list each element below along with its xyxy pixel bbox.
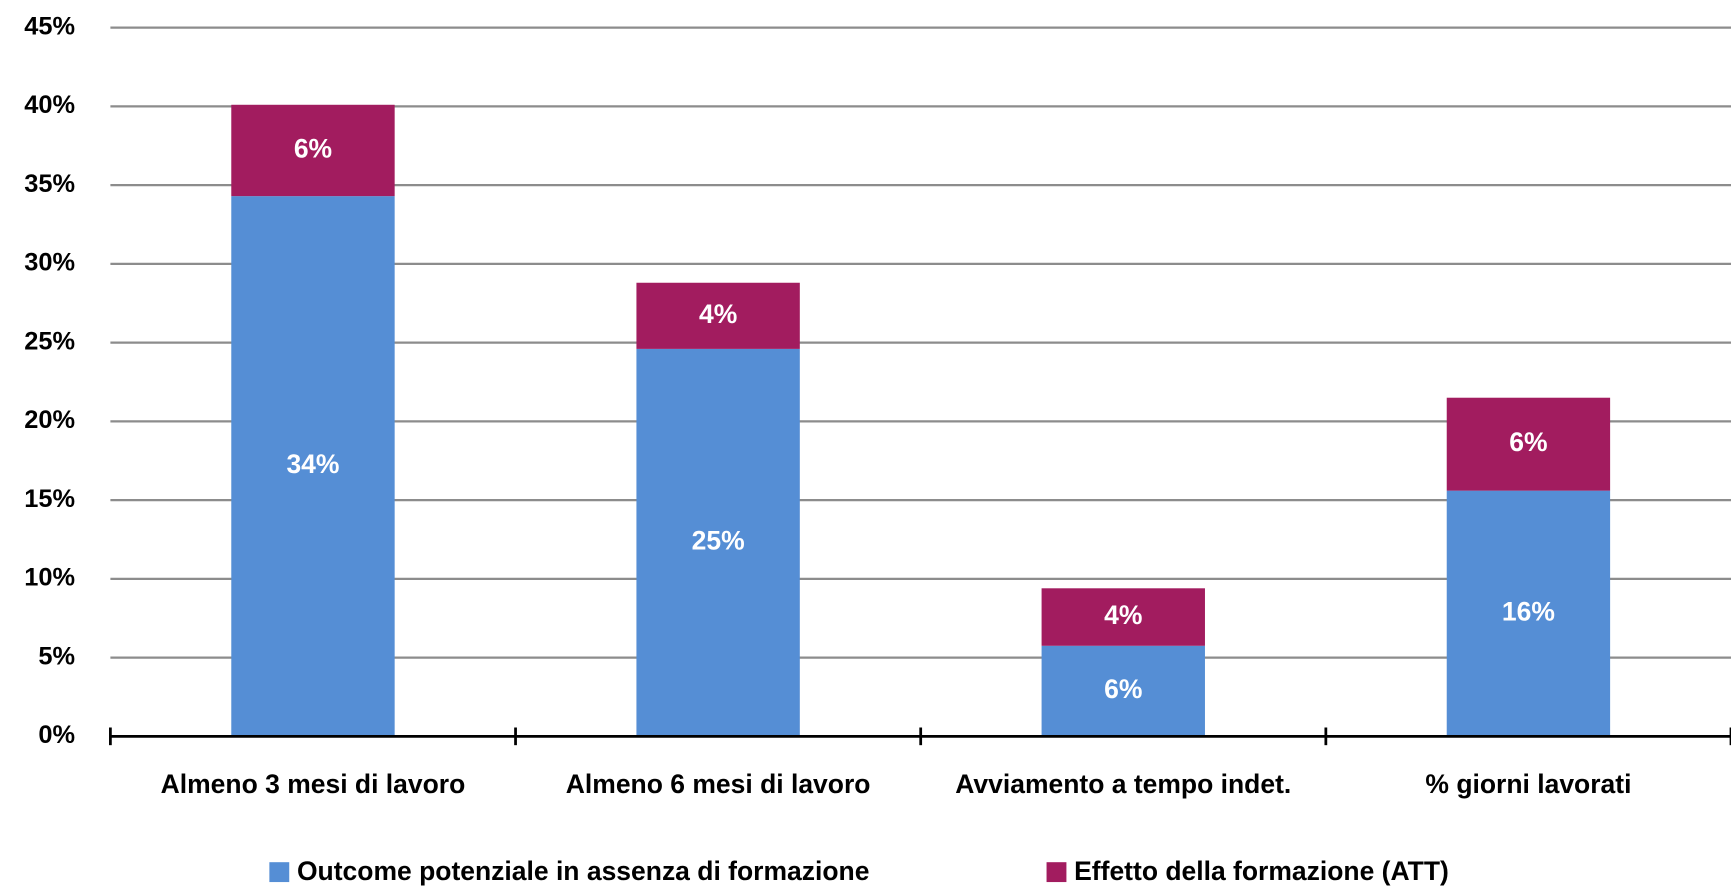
bar-segment [231, 196, 395, 737]
y-tick-label: 0% [38, 721, 75, 749]
y-tick-label: 10% [24, 564, 75, 592]
y-tick-label: 20% [24, 406, 75, 434]
value-label: 16% [1502, 596, 1555, 626]
bar-segment [1041, 588, 1205, 646]
value-label: 6% [294, 133, 332, 163]
bar-segment [1446, 397, 1611, 491]
value-label: 6% [1509, 427, 1547, 457]
value-label: 25% [692, 526, 745, 556]
y-tick-label: 15% [24, 485, 75, 513]
x-tick-label: Almeno 6 mesi di lavoro [566, 769, 871, 799]
value-label: 34% [286, 449, 339, 479]
y-tick-label: 30% [24, 249, 75, 277]
value-label: 4% [1104, 600, 1142, 630]
value-label: 4% [699, 299, 737, 329]
bar-segment [1446, 490, 1611, 737]
legend-label: Effetto della formazione (ATT) [1074, 856, 1449, 886]
bar-segment [231, 104, 395, 197]
bar-segment [636, 348, 800, 737]
legend-swatch [1046, 862, 1067, 883]
y-tick-label: 45% [24, 12, 75, 40]
y-tick-label: 40% [24, 91, 75, 119]
value-label: 6% [1104, 674, 1142, 704]
y-tick-label: 25% [24, 327, 75, 355]
x-tick-label: % giorni lavorati [1425, 769, 1631, 799]
legend-label: Outcome potenziale in assenza di formazi… [297, 856, 869, 886]
x-tick-label: Avviamento a tempo indet. [955, 769, 1291, 799]
bar-segment [636, 282, 800, 349]
legend-swatch [269, 862, 290, 883]
bar-segment [1041, 645, 1205, 737]
y-tick-label: 35% [24, 170, 75, 198]
y-tick-label: 5% [38, 642, 75, 670]
x-tick-label: Almeno 3 mesi di lavoro [161, 769, 466, 799]
